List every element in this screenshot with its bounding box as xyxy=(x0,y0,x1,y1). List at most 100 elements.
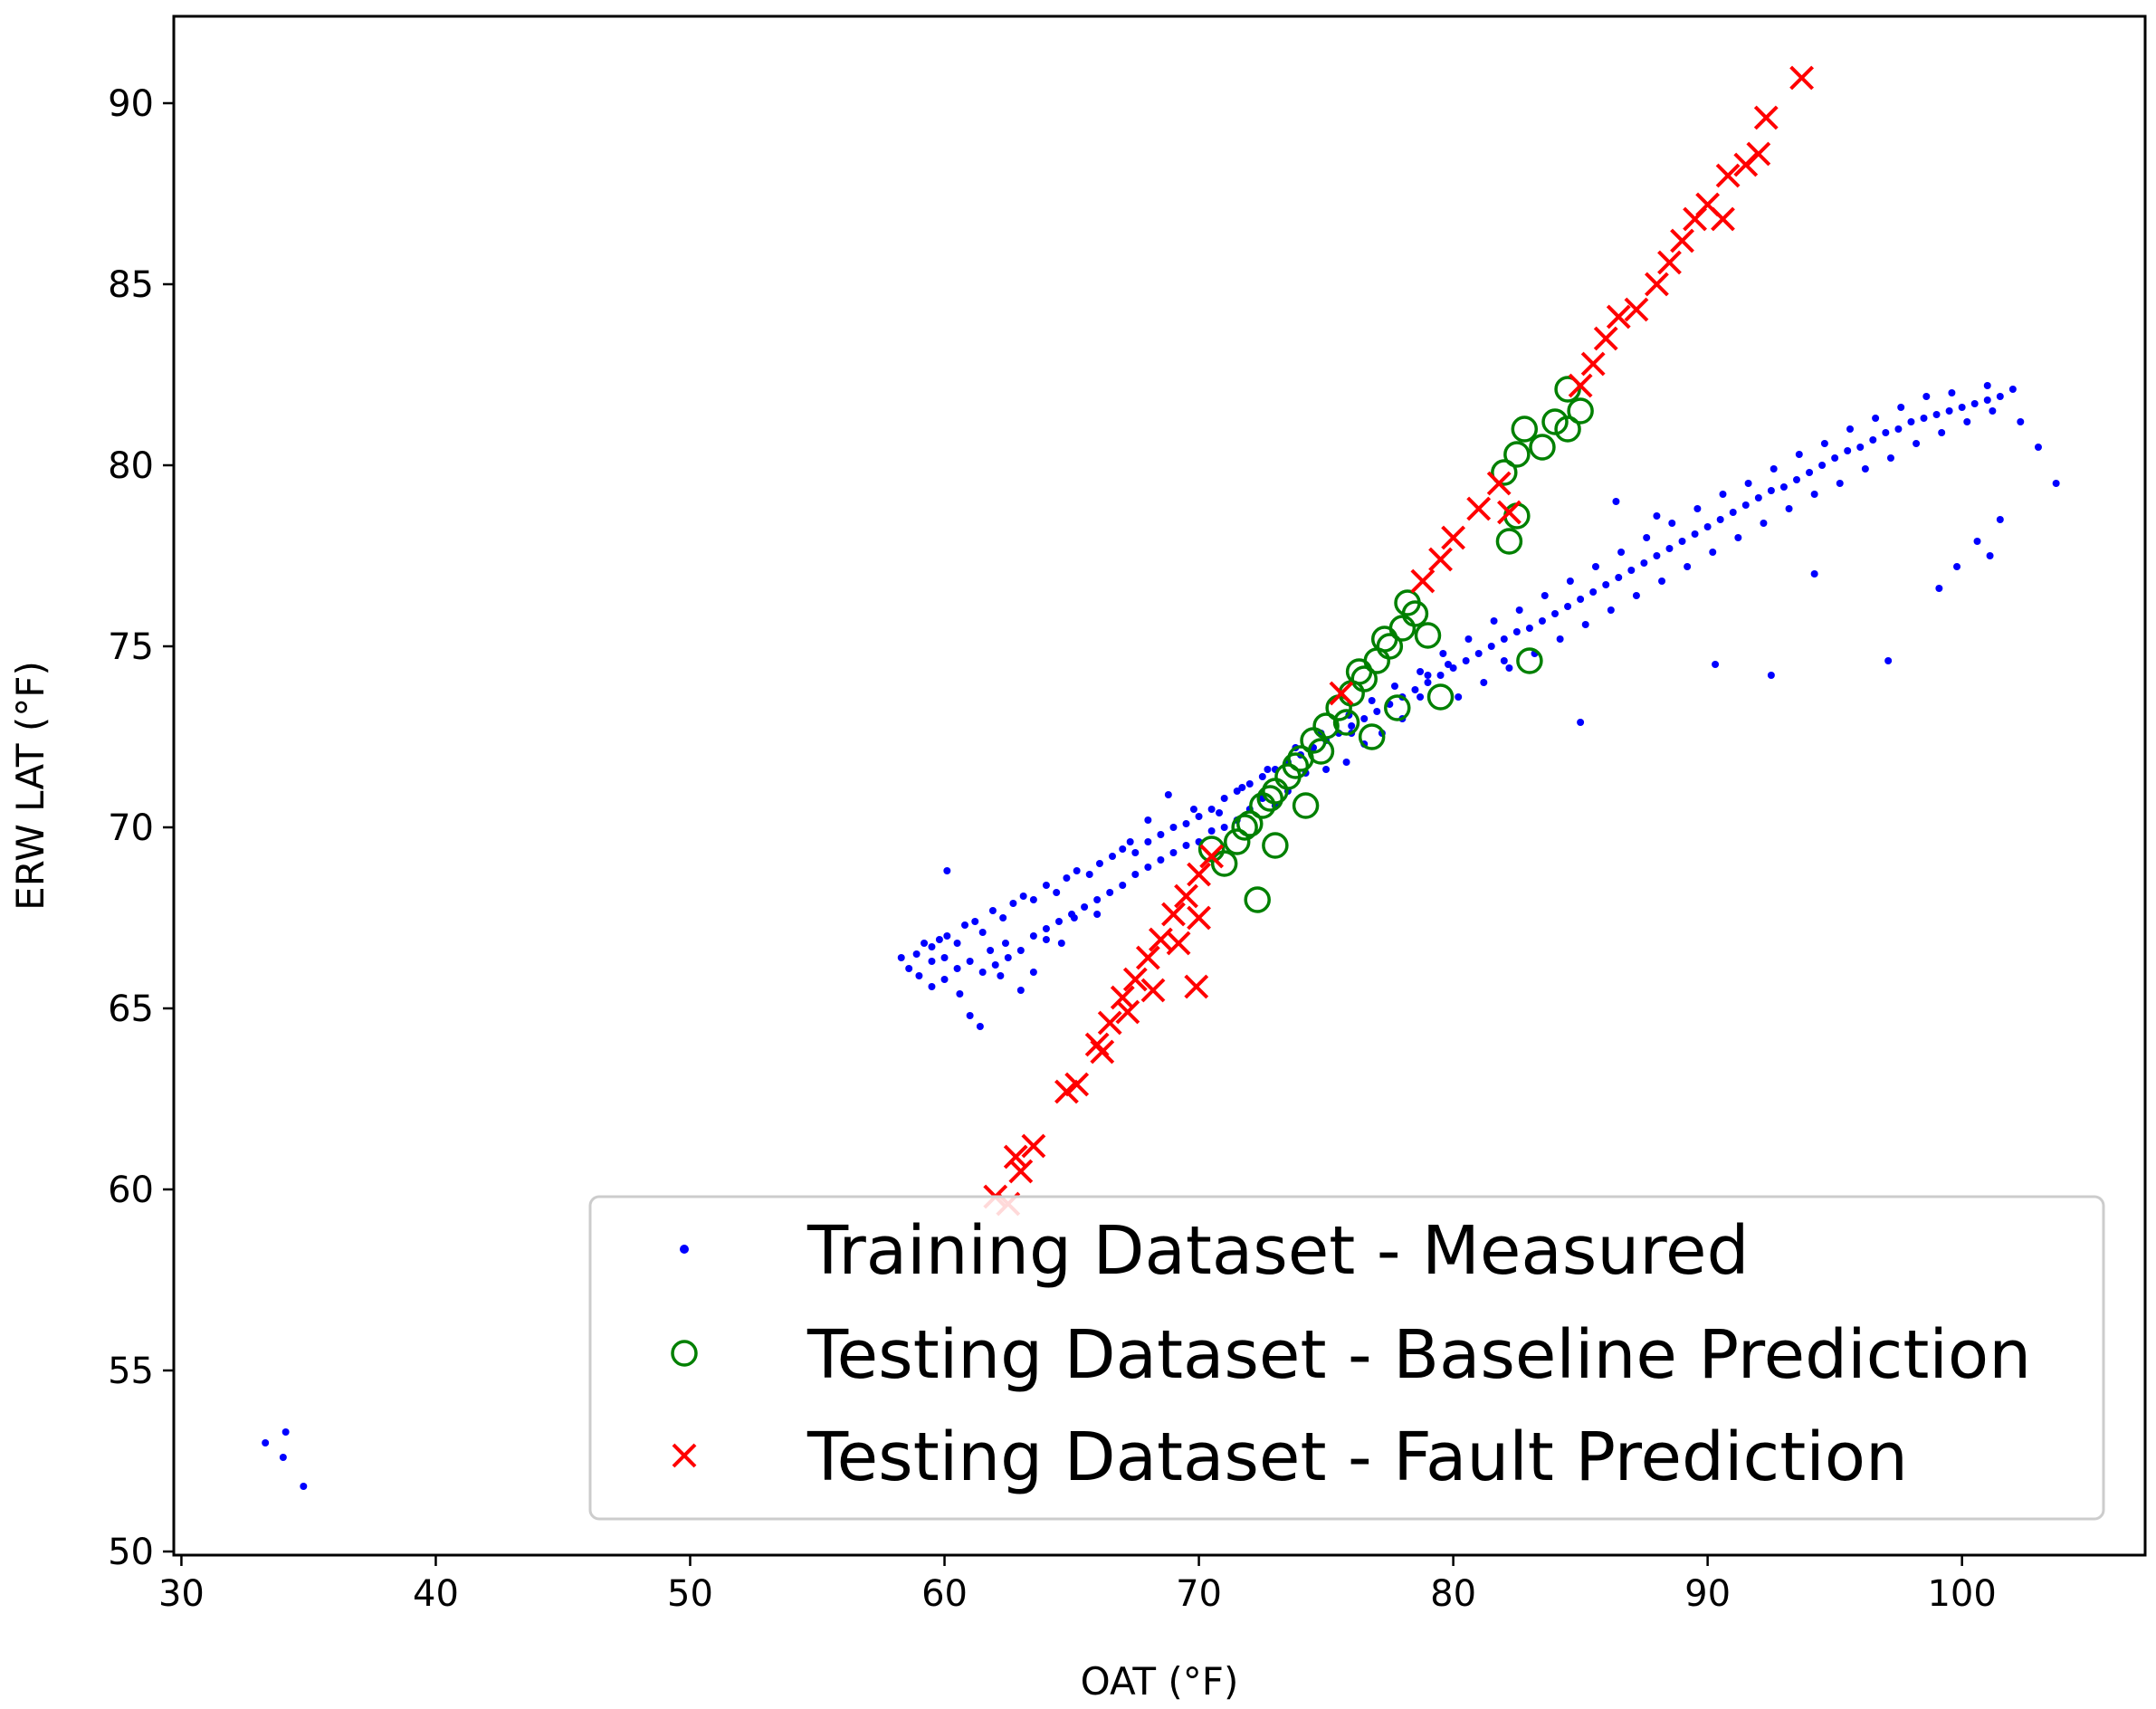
dot-point xyxy=(1653,512,1661,520)
dot-point xyxy=(279,1454,287,1461)
dot-point xyxy=(1119,882,1127,889)
x-point xyxy=(1568,373,1593,398)
dot-point xyxy=(940,976,949,983)
dot-point xyxy=(1449,664,1457,672)
dot-point xyxy=(1144,816,1152,824)
dot-point xyxy=(1464,635,1473,643)
dot-point xyxy=(1095,860,1103,867)
x-point xyxy=(1090,1039,1115,1065)
dot-point xyxy=(1818,462,1827,469)
x-point xyxy=(1174,883,1198,909)
circle-point xyxy=(1414,622,1442,649)
dot-point xyxy=(953,940,961,947)
dot-point xyxy=(987,947,995,954)
dot-point xyxy=(1741,501,1750,509)
x-point xyxy=(1187,905,1211,931)
dot-point xyxy=(1480,679,1488,686)
x-point xyxy=(1428,547,1453,572)
dot-point xyxy=(1164,791,1172,798)
dot-point xyxy=(1063,874,1071,882)
dot-point xyxy=(1004,954,1012,961)
dot-point xyxy=(1109,853,1117,860)
dot-point xyxy=(1970,400,1979,407)
dot-point xyxy=(1220,795,1228,802)
circle-point xyxy=(1370,625,1398,653)
dot-point xyxy=(1556,635,1564,643)
dot-point xyxy=(1417,668,1425,675)
x-point xyxy=(1110,985,1135,1010)
dot-point xyxy=(1882,429,1890,436)
dot-point xyxy=(953,965,961,972)
dot-point xyxy=(943,867,951,874)
dot-point xyxy=(1607,606,1615,614)
dot-point xyxy=(1057,940,1065,947)
x-point xyxy=(1003,1144,1028,1170)
dot-point xyxy=(1989,407,1997,415)
dot-point xyxy=(935,936,943,943)
dot-point xyxy=(1691,530,1699,538)
circle-point xyxy=(1511,415,1539,443)
dot-point xyxy=(921,940,929,947)
dot-point xyxy=(1846,425,1855,433)
dot-point xyxy=(1322,766,1331,773)
x-point xyxy=(1329,681,1354,706)
x-point xyxy=(1161,902,1186,927)
y-tick-label: 50 xyxy=(108,1532,154,1573)
dot-point xyxy=(2052,480,2060,487)
dot-point xyxy=(1894,425,1903,433)
dot-point xyxy=(1551,610,1560,617)
circle-point xyxy=(1394,589,1421,616)
circle-point xyxy=(1541,408,1569,435)
dot-point xyxy=(1668,520,1676,527)
dot-point xyxy=(1760,520,1768,527)
dot-point xyxy=(1922,393,1931,400)
dot-point xyxy=(1617,549,1626,556)
legend: Training Dataset - Measured Testing Data… xyxy=(588,1195,2105,1521)
dot-point xyxy=(1455,693,1463,701)
dot-point xyxy=(1411,686,1419,693)
dot-point xyxy=(2008,386,2017,393)
dot-point xyxy=(1490,617,1498,625)
dot-point xyxy=(1612,498,1620,505)
dot-point xyxy=(1195,813,1203,820)
circle-point xyxy=(1312,712,1340,740)
dot-point xyxy=(1515,606,1523,614)
dot-point xyxy=(976,1023,984,1030)
y-tick-label: 60 xyxy=(108,1170,154,1211)
dot-point xyxy=(1719,491,1727,498)
dot-point xyxy=(1602,581,1610,588)
x-point xyxy=(1115,999,1140,1025)
dot-point xyxy=(1264,766,1272,773)
dot-point xyxy=(1856,444,1865,451)
dot-point xyxy=(1806,469,1814,476)
dot-point xyxy=(1042,882,1050,889)
dot-point xyxy=(1810,570,1818,578)
dot-point xyxy=(1810,491,1818,498)
dot-point xyxy=(2034,444,2042,451)
y-tick-label: 55 xyxy=(108,1351,154,1392)
circle-point xyxy=(1495,528,1523,555)
legend-box xyxy=(588,1195,2105,1521)
dot-point xyxy=(1081,903,1089,911)
dot-point xyxy=(1703,523,1712,530)
dot-point xyxy=(1042,925,1050,932)
dot-point xyxy=(1169,824,1178,831)
x-point xyxy=(1166,931,1191,956)
dot-point xyxy=(1716,516,1724,523)
x-tick-label: 100 xyxy=(1927,1573,1996,1615)
dot-point xyxy=(1907,418,1915,425)
dot-point xyxy=(1126,838,1134,845)
dot-point xyxy=(1932,411,1941,418)
dot-point xyxy=(1029,896,1037,903)
circle-point xyxy=(1503,441,1531,468)
dot-point xyxy=(978,969,987,976)
circle-point xyxy=(1262,832,1289,859)
series-0 xyxy=(262,382,2060,1490)
legend-label-baseline: Testing Dataset - Baseline Prediction xyxy=(806,1316,2031,1394)
points-layer xyxy=(262,65,2060,1490)
dot-point xyxy=(928,958,936,965)
dot-point xyxy=(928,983,936,990)
dot-point xyxy=(1073,867,1081,874)
dot-point xyxy=(281,1428,290,1436)
